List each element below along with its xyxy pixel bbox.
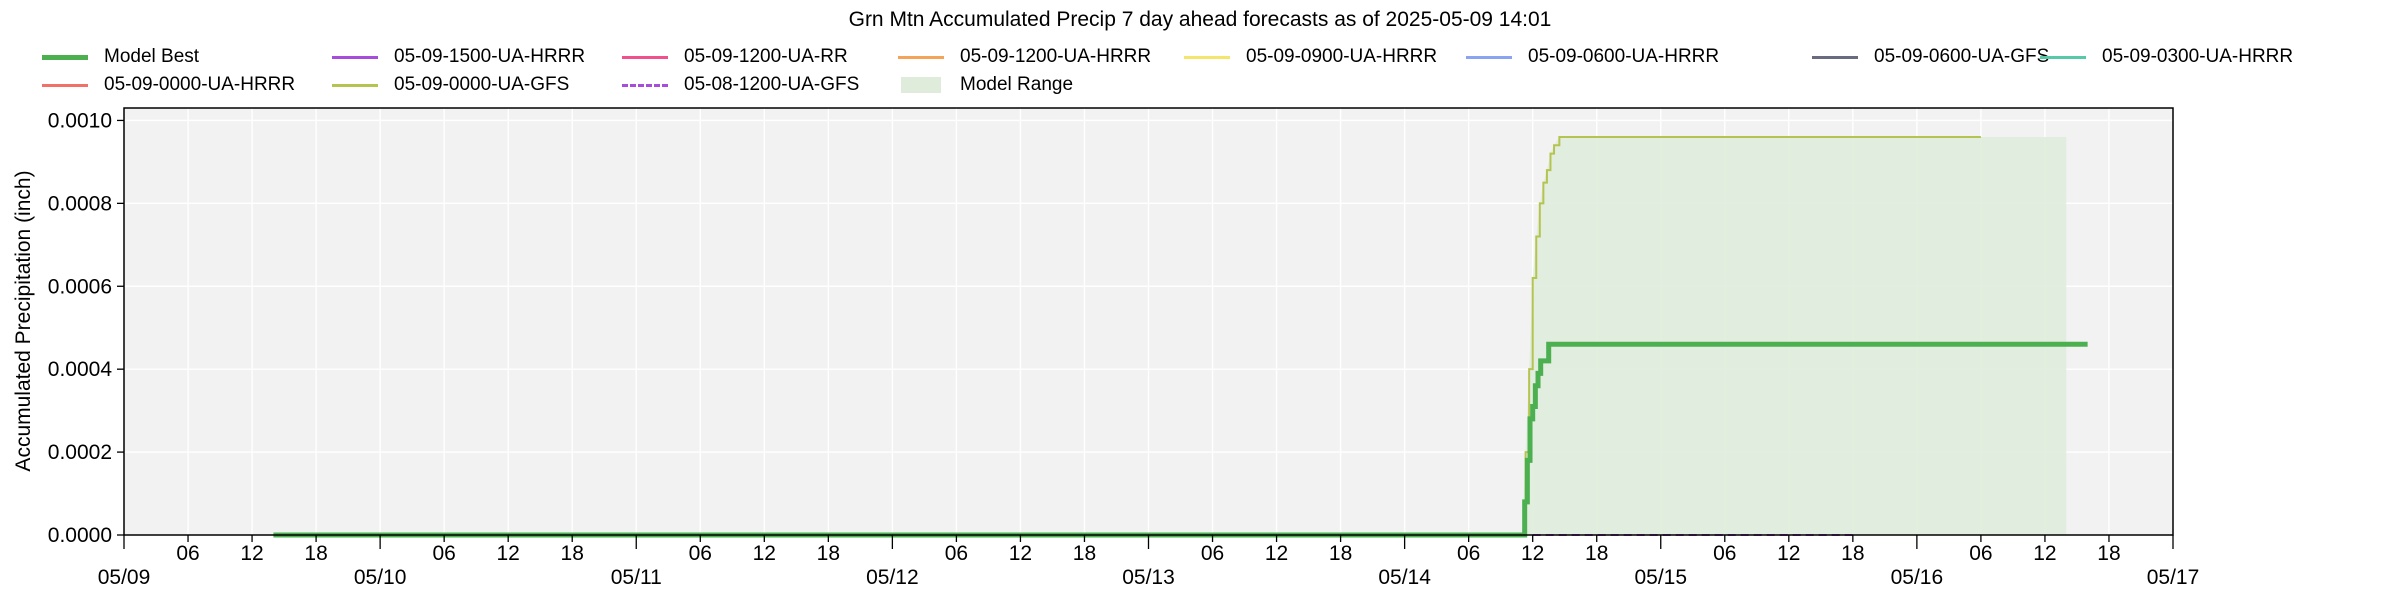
legend-item: 05-09-1500-UA-HRRR — [332, 44, 585, 70]
y-tick-label: 0.0008 — [48, 192, 112, 215]
legend-swatch-mark — [332, 55, 378, 59]
legend: Model Best 05-09-1500-UA-HRRR 05-09-1200-U… — [42, 44, 2372, 100]
x-major-tick-label: 05/16 — [1891, 566, 1944, 589]
x-minor-tick-label: 18 — [561, 542, 584, 565]
legend-item: 05-09-1200-UA-HRRR — [898, 44, 1151, 70]
legend-label: 05-09-0000-UA-HRRR — [104, 74, 296, 95]
legend-swatch — [2040, 50, 2086, 64]
legend-swatch-mark — [332, 83, 378, 87]
legend-swatch-mark — [42, 54, 88, 60]
legend-label: 05-09-0000-UA-GFS — [394, 74, 570, 95]
x-minor-tick-label: 06 — [1713, 542, 1736, 565]
y-tick-label: 0.0000 — [48, 524, 112, 547]
x-minor-tick-label: 06 — [1969, 542, 1992, 565]
legend-label: Model Best — [104, 46, 200, 67]
legend-item: 05-09-0900-UA-HRRR — [1184, 44, 1437, 70]
x-major-tick-label: 05/15 — [1634, 566, 1687, 589]
legend-swatch-mark — [1812, 55, 1858, 59]
legend-swatch-mark — [1184, 55, 1230, 59]
legend-swatch — [332, 78, 378, 92]
x-major-tick-label: 05/10 — [354, 566, 407, 589]
legend-swatch-mark — [622, 55, 668, 59]
legend-item: Model Range — [898, 72, 1073, 98]
legend-swatch — [1466, 50, 1512, 64]
x-minor-tick-label: 12 — [497, 542, 520, 565]
x-major-tick-label: 05/09 — [98, 566, 151, 589]
legend-item: Model Best — [42, 44, 199, 70]
legend-label: 05-09-0600-UA-GFS — [1874, 46, 2050, 67]
y-tick-label: 0.0004 — [48, 358, 113, 381]
legend-swatch — [1184, 50, 1230, 64]
x-minor-tick-label: 06 — [945, 542, 968, 565]
x-minor-tick-label: 06 — [1457, 542, 1480, 565]
legend-swatch — [622, 50, 668, 64]
legend-swatch — [898, 50, 944, 64]
legend-item: 05-08-1200-UA-GFS — [622, 72, 859, 98]
x-minor-tick-label: 12 — [1521, 542, 1544, 565]
x-minor-tick-label: 12 — [753, 542, 776, 565]
x-major-tick-label: 05/11 — [611, 566, 662, 589]
x-minor-tick-label: 12 — [1009, 542, 1032, 565]
x-minor-tick-label: 06 — [176, 542, 199, 565]
x-minor-tick-label: 06 — [689, 542, 712, 565]
x-minor-tick-label: 18 — [1585, 542, 1608, 565]
legend-label: 05-09-0900-UA-HRRR — [1246, 46, 1438, 67]
x-minor-tick-label: 18 — [1329, 542, 1352, 565]
x-major-tick-label: 05/17 — [2147, 566, 2200, 589]
y-axis-label: Accumulated Precipitation (inch) — [12, 170, 35, 471]
x-minor-tick-label: 12 — [1265, 542, 1288, 565]
x-minor-tick-label: 18 — [304, 542, 327, 565]
legend-label: 05-08-1200-UA-GFS — [684, 74, 860, 95]
x-minor-tick-label: 12 — [1777, 542, 1800, 565]
x-major-tick-label: 05/13 — [1122, 566, 1175, 589]
y-tick-label: 0.0006 — [48, 275, 112, 298]
x-minor-tick-label: 18 — [2097, 542, 2120, 565]
axis-layer: 05/09 05/10 05/11 05/12 05/13 05/14 05/15 05/16… — [48, 109, 2200, 589]
y-tick-label: 0.0002 — [48, 441, 112, 464]
x-minor-tick-label: 18 — [1073, 542, 1096, 565]
legend-item: 05-09-0300-UA-HRRR — [2040, 44, 2293, 70]
legend-item: 05-09-1200-UA-RR — [622, 44, 848, 70]
legend-swatch-mark — [1466, 55, 1512, 59]
y-tick-label: 0.0010 — [48, 109, 112, 132]
x-minor-tick-label: 18 — [817, 542, 840, 565]
x-minor-tick-label: 06 — [432, 542, 455, 565]
legend-label: 05-09-0600-UA-HRRR — [1528, 46, 1720, 67]
legend-swatch-mark — [2040, 55, 2086, 59]
x-minor-tick-label: 12 — [240, 542, 263, 565]
legend-swatch-mark — [42, 83, 88, 87]
legend-label: 05-09-0300-UA-HRRR — [2102, 46, 2294, 67]
x-minor-tick-label: 18 — [1841, 542, 1864, 565]
legend-swatch — [1812, 50, 1858, 64]
legend-swatch-mark — [622, 83, 668, 87]
legend-item: 05-09-0000-UA-HRRR — [42, 72, 295, 98]
legend-item: 05-09-0600-UA-HRRR — [1466, 44, 1719, 70]
series-line-05-09-0000-ua-gfs — [1522, 136, 1981, 536]
legend-swatch-mark — [901, 77, 941, 93]
x-minor-tick-label: 06 — [1201, 542, 1224, 565]
legend-label: 05-09-1500-UA-HRRR — [394, 46, 586, 67]
range-layer — [1522, 137, 2067, 536]
legend-swatch — [898, 77, 944, 93]
legend-label: 05-09-1200-UA-RR — [684, 46, 848, 67]
series-line-model-best — [273, 341, 2088, 538]
legend-swatch — [42, 78, 88, 92]
legend-label: Model Range — [960, 74, 1074, 95]
legend-label: 05-09-1200-UA-HRRR — [960, 46, 1152, 67]
legend-swatch — [42, 50, 88, 64]
legend-swatch — [622, 78, 668, 92]
legend-swatch-mark — [898, 55, 944, 59]
x-major-tick-label: 05/14 — [1378, 566, 1431, 589]
x-minor-tick-label: 12 — [2033, 542, 2056, 565]
model-range-band — [1522, 137, 2067, 536]
legend-item: 05-09-0000-UA-GFS — [332, 72, 569, 98]
legend-item: 05-09-0600-UA-GFS — [1812, 44, 2049, 70]
x-major-tick-label: 05/12 — [866, 566, 919, 589]
legend-swatch — [332, 50, 378, 64]
chart-title: Grn Mtn Accumulated Precip 7 day ahead f… — [848, 8, 1552, 31]
